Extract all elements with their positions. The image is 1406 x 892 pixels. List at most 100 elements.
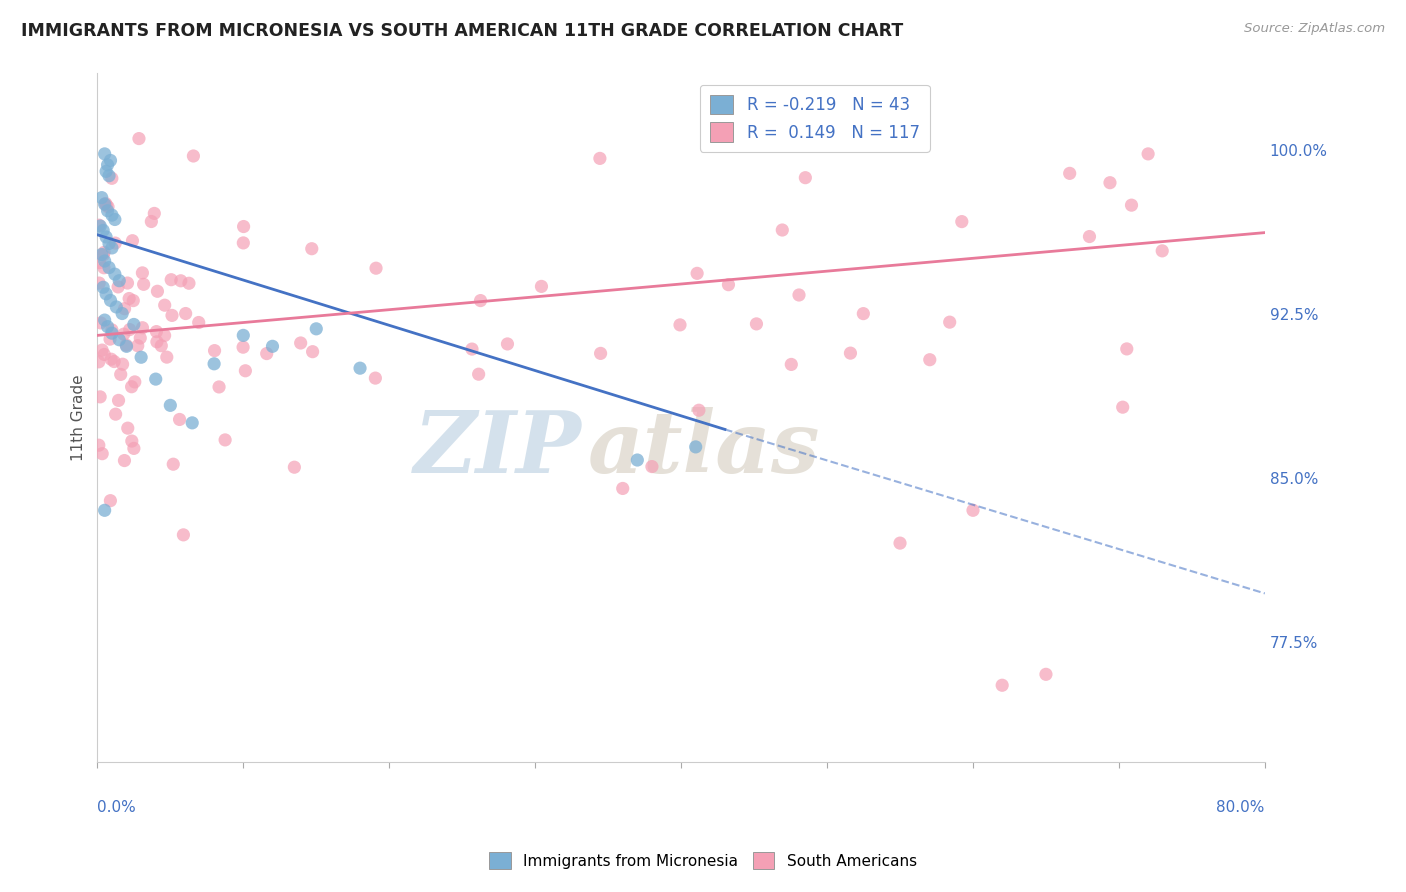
Point	[669, 318, 692, 332]
Point	[100, 493, 122, 508]
Point	[232, 219, 254, 234]
Text: Source: ZipAtlas.com: Source: ZipAtlas.com	[1244, 22, 1385, 36]
Point	[232, 328, 254, 343]
Point	[107, 280, 129, 294]
Point	[626, 453, 648, 467]
Point	[90, 191, 112, 205]
Point	[97, 200, 120, 214]
Point	[232, 340, 254, 354]
Point	[93, 147, 115, 161]
Point	[146, 334, 169, 349]
Point	[717, 277, 740, 292]
Point	[159, 398, 181, 412]
Point	[117, 421, 139, 435]
Point	[589, 346, 612, 360]
Point	[1059, 166, 1081, 180]
Point	[101, 241, 124, 255]
Point	[1121, 198, 1143, 212]
Point	[950, 214, 973, 228]
Point	[780, 358, 803, 372]
Point	[97, 203, 120, 218]
Point	[589, 152, 612, 166]
Point	[101, 208, 124, 222]
Point	[153, 328, 176, 343]
Point	[98, 332, 121, 346]
Point	[93, 248, 115, 262]
Point	[262, 339, 284, 353]
Point	[177, 277, 200, 291]
Point	[122, 293, 145, 308]
Point	[89, 276, 111, 290]
Point	[121, 380, 143, 394]
Point	[93, 503, 115, 517]
Point	[962, 503, 984, 517]
Point	[770, 223, 793, 237]
Point	[146, 285, 169, 299]
Point	[89, 255, 111, 269]
Point	[93, 197, 115, 211]
Point	[181, 416, 204, 430]
Point	[160, 273, 183, 287]
Point	[103, 354, 125, 368]
Point	[1137, 147, 1160, 161]
Point	[129, 331, 152, 345]
Point	[115, 339, 138, 353]
Point	[118, 292, 141, 306]
Point	[96, 198, 118, 212]
Point	[131, 266, 153, 280]
Point	[93, 313, 115, 327]
Point	[101, 171, 124, 186]
Text: atlas: atlas	[588, 407, 820, 490]
Point	[104, 407, 127, 421]
Point	[98, 260, 121, 275]
Point	[162, 457, 184, 471]
Point	[283, 460, 305, 475]
Point	[688, 403, 710, 417]
Point	[93, 245, 115, 260]
Point	[918, 352, 941, 367]
Point	[131, 320, 153, 334]
Point	[145, 325, 167, 339]
Point	[172, 528, 194, 542]
Point	[110, 368, 132, 382]
Point	[612, 482, 634, 496]
Y-axis label: 11th Grade: 11th Grade	[72, 374, 86, 460]
Point	[1112, 400, 1135, 414]
Text: IMMIGRANTS FROM MICRONESIA VS SOUTH AMERICAN 11TH GRADE CORRELATION CHART: IMMIGRANTS FROM MICRONESIA VS SOUTH AMER…	[21, 22, 903, 40]
Point	[461, 342, 484, 356]
Point	[91, 343, 114, 358]
Point	[202, 357, 225, 371]
Point	[94, 164, 117, 178]
Point	[100, 293, 122, 308]
Point	[170, 274, 193, 288]
Point	[112, 327, 135, 342]
Point	[794, 170, 817, 185]
Point	[114, 453, 136, 467]
Legend: R = -0.219   N = 43, R =  0.149   N = 117: R = -0.219 N = 43, R = 0.149 N = 117	[700, 85, 929, 152]
Legend: Immigrants from Micronesia, South Americans: Immigrants from Micronesia, South Americ…	[484, 846, 922, 875]
Point	[108, 333, 131, 347]
Point	[87, 438, 110, 452]
Point	[141, 214, 163, 228]
Point	[741, 131, 763, 145]
Point	[153, 298, 176, 312]
Point	[305, 322, 328, 336]
Point	[235, 364, 257, 378]
Point	[349, 361, 371, 376]
Point	[91, 223, 114, 237]
Point	[129, 351, 152, 365]
Point	[111, 306, 134, 320]
Point	[124, 375, 146, 389]
Point	[160, 309, 183, 323]
Point	[1152, 244, 1174, 258]
Point	[991, 678, 1014, 692]
Point	[187, 316, 209, 330]
Point	[111, 357, 134, 371]
Point	[105, 300, 128, 314]
Point	[132, 277, 155, 292]
Point	[208, 380, 231, 394]
Point	[98, 169, 121, 183]
Point	[101, 326, 124, 341]
Point	[127, 339, 149, 353]
Point	[143, 206, 166, 220]
